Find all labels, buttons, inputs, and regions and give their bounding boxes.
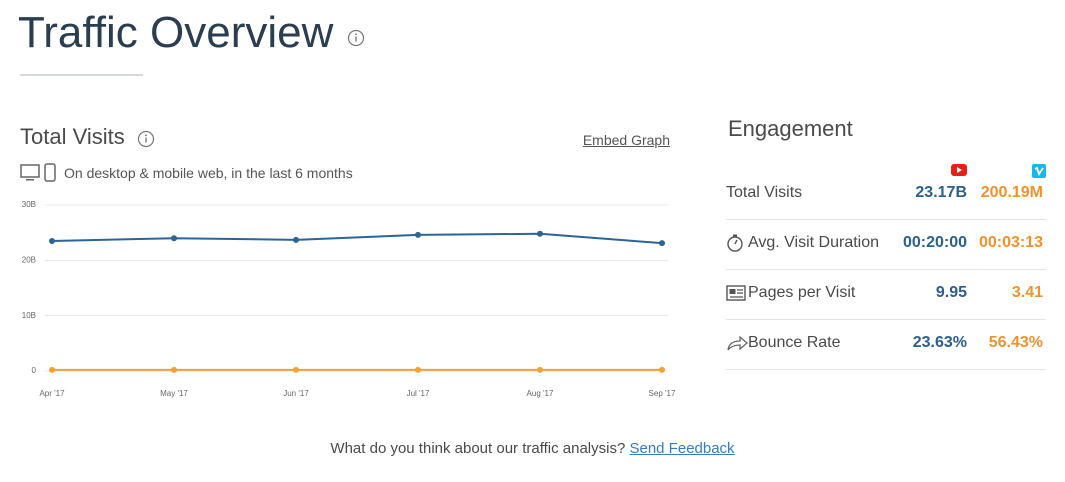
feedback-link[interactable]: Send Feedback — [629, 440, 735, 457]
data-point — [293, 366, 299, 373]
youtube-value: 00:20:00 — [902, 234, 967, 251]
vimeo-value: 00:03:13 — [978, 234, 1043, 251]
data-point — [415, 366, 421, 373]
engagement-title: Engagement — [728, 116, 853, 141]
x-tick-label: Jun '17 — [283, 389, 309, 398]
feedback-question: What do you think about our traffic anal… — [330, 440, 626, 457]
x-tick-label: Jul '17 — [407, 389, 430, 398]
youtube-value: 9.95 — [935, 284, 967, 301]
data-point — [49, 237, 55, 244]
data-point — [537, 366, 543, 373]
data-point — [537, 230, 543, 237]
data-point — [293, 236, 299, 243]
vimeo-value: 200.19M — [980, 184, 1043, 201]
embed-link[interactable]: Embed Graph — [582, 132, 670, 148]
x-tick-label: Sep '17 — [649, 389, 676, 398]
data-point — [49, 366, 55, 373]
device-icons — [20, 163, 56, 182]
page-title: Traffic Overview — [18, 8, 334, 57]
y-tick-label: 0 — [32, 366, 37, 375]
data-point — [415, 231, 421, 238]
feedback: What do you think about our traffic anal… — [0, 440, 1065, 457]
data-point — [171, 235, 177, 242]
vimeo-value: 56.43% — [988, 334, 1043, 351]
info-icon[interactable] — [137, 130, 155, 148]
engagement-row: Bounce Rate 23.63% 56.43% — [726, 319, 1046, 370]
metric-label: Total Visits — [726, 184, 803, 201]
engagement-row: Avg. Visit Duration 00:20:00 00:03:13 — [726, 219, 1046, 270]
youtube-value: 23.63% — [912, 334, 967, 351]
metric-label: Avg. Visit Duration — [748, 234, 880, 251]
data-point — [659, 240, 665, 247]
metric-label: Bounce Rate — [748, 334, 841, 351]
y-tick-label: 20B — [22, 255, 36, 264]
info-icon[interactable] — [347, 29, 365, 47]
title-rule — [20, 74, 143, 76]
vimeo-value: 3.41 — [1011, 284, 1043, 301]
data-point — [171, 366, 177, 373]
vimeo-icon — [1032, 164, 1046, 178]
engagement-row: Pages per Visit 9.95 3.41 — [726, 269, 1046, 320]
x-tick-label: Aug '17 — [527, 389, 554, 398]
data-point — [659, 366, 665, 373]
youtube-icon — [951, 164, 967, 176]
x-tick-label: May '17 — [160, 389, 188, 398]
chart-title: Total Visits — [20, 124, 125, 149]
y-tick-label: 10B — [22, 311, 36, 320]
y-tick-label: 30B — [22, 200, 36, 209]
engagement-row: Total Visits 23.17B 200.19M — [726, 169, 1046, 220]
youtube-value: 23.17B — [915, 184, 967, 201]
metric-label: Pages per Visit — [748, 284, 856, 301]
line-chart: 0 10B 20B 30B Apr '17 May '17 Jun '17 Jul '17 Au… — [22, 200, 676, 398]
chart-subtitle: On desktop & mobile web, in the last 6 m… — [64, 165, 353, 181]
x-tick-label: Apr '17 — [39, 389, 65, 398]
series-line — [51, 232, 663, 245]
